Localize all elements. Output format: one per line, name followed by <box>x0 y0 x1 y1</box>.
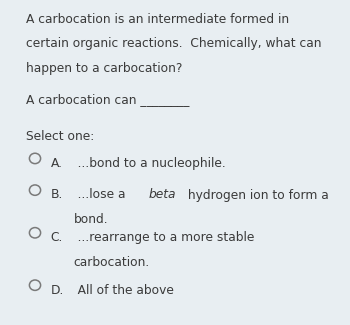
Text: C.: C. <box>51 231 63 244</box>
Text: carbocation.: carbocation. <box>74 255 150 268</box>
Text: D.: D. <box>51 283 64 296</box>
Text: hydrogen ion to form a: hydrogen ion to form a <box>184 188 332 202</box>
Text: B.: B. <box>51 188 63 202</box>
Text: certain organic reactions.  Chemically, what can: certain organic reactions. Chemically, w… <box>26 37 322 50</box>
Text: Select one:: Select one: <box>26 130 94 143</box>
Text: happen to a carbocation?: happen to a carbocation? <box>26 62 183 75</box>
Text: beta: beta <box>148 188 176 202</box>
Text: A carbocation can ________: A carbocation can ________ <box>26 93 190 106</box>
Text: A carbocation is an intermediate formed in: A carbocation is an intermediate formed … <box>26 13 289 26</box>
Text: ...lose a: ...lose a <box>66 188 130 202</box>
Text: bond.: bond. <box>74 213 108 226</box>
Text: ...rearrange to a more stable: ...rearrange to a more stable <box>66 231 255 244</box>
Text: A.: A. <box>51 157 63 170</box>
Text: ...bond to a nucleophile.: ...bond to a nucleophile. <box>66 157 226 170</box>
Text: All of the above: All of the above <box>66 283 174 296</box>
